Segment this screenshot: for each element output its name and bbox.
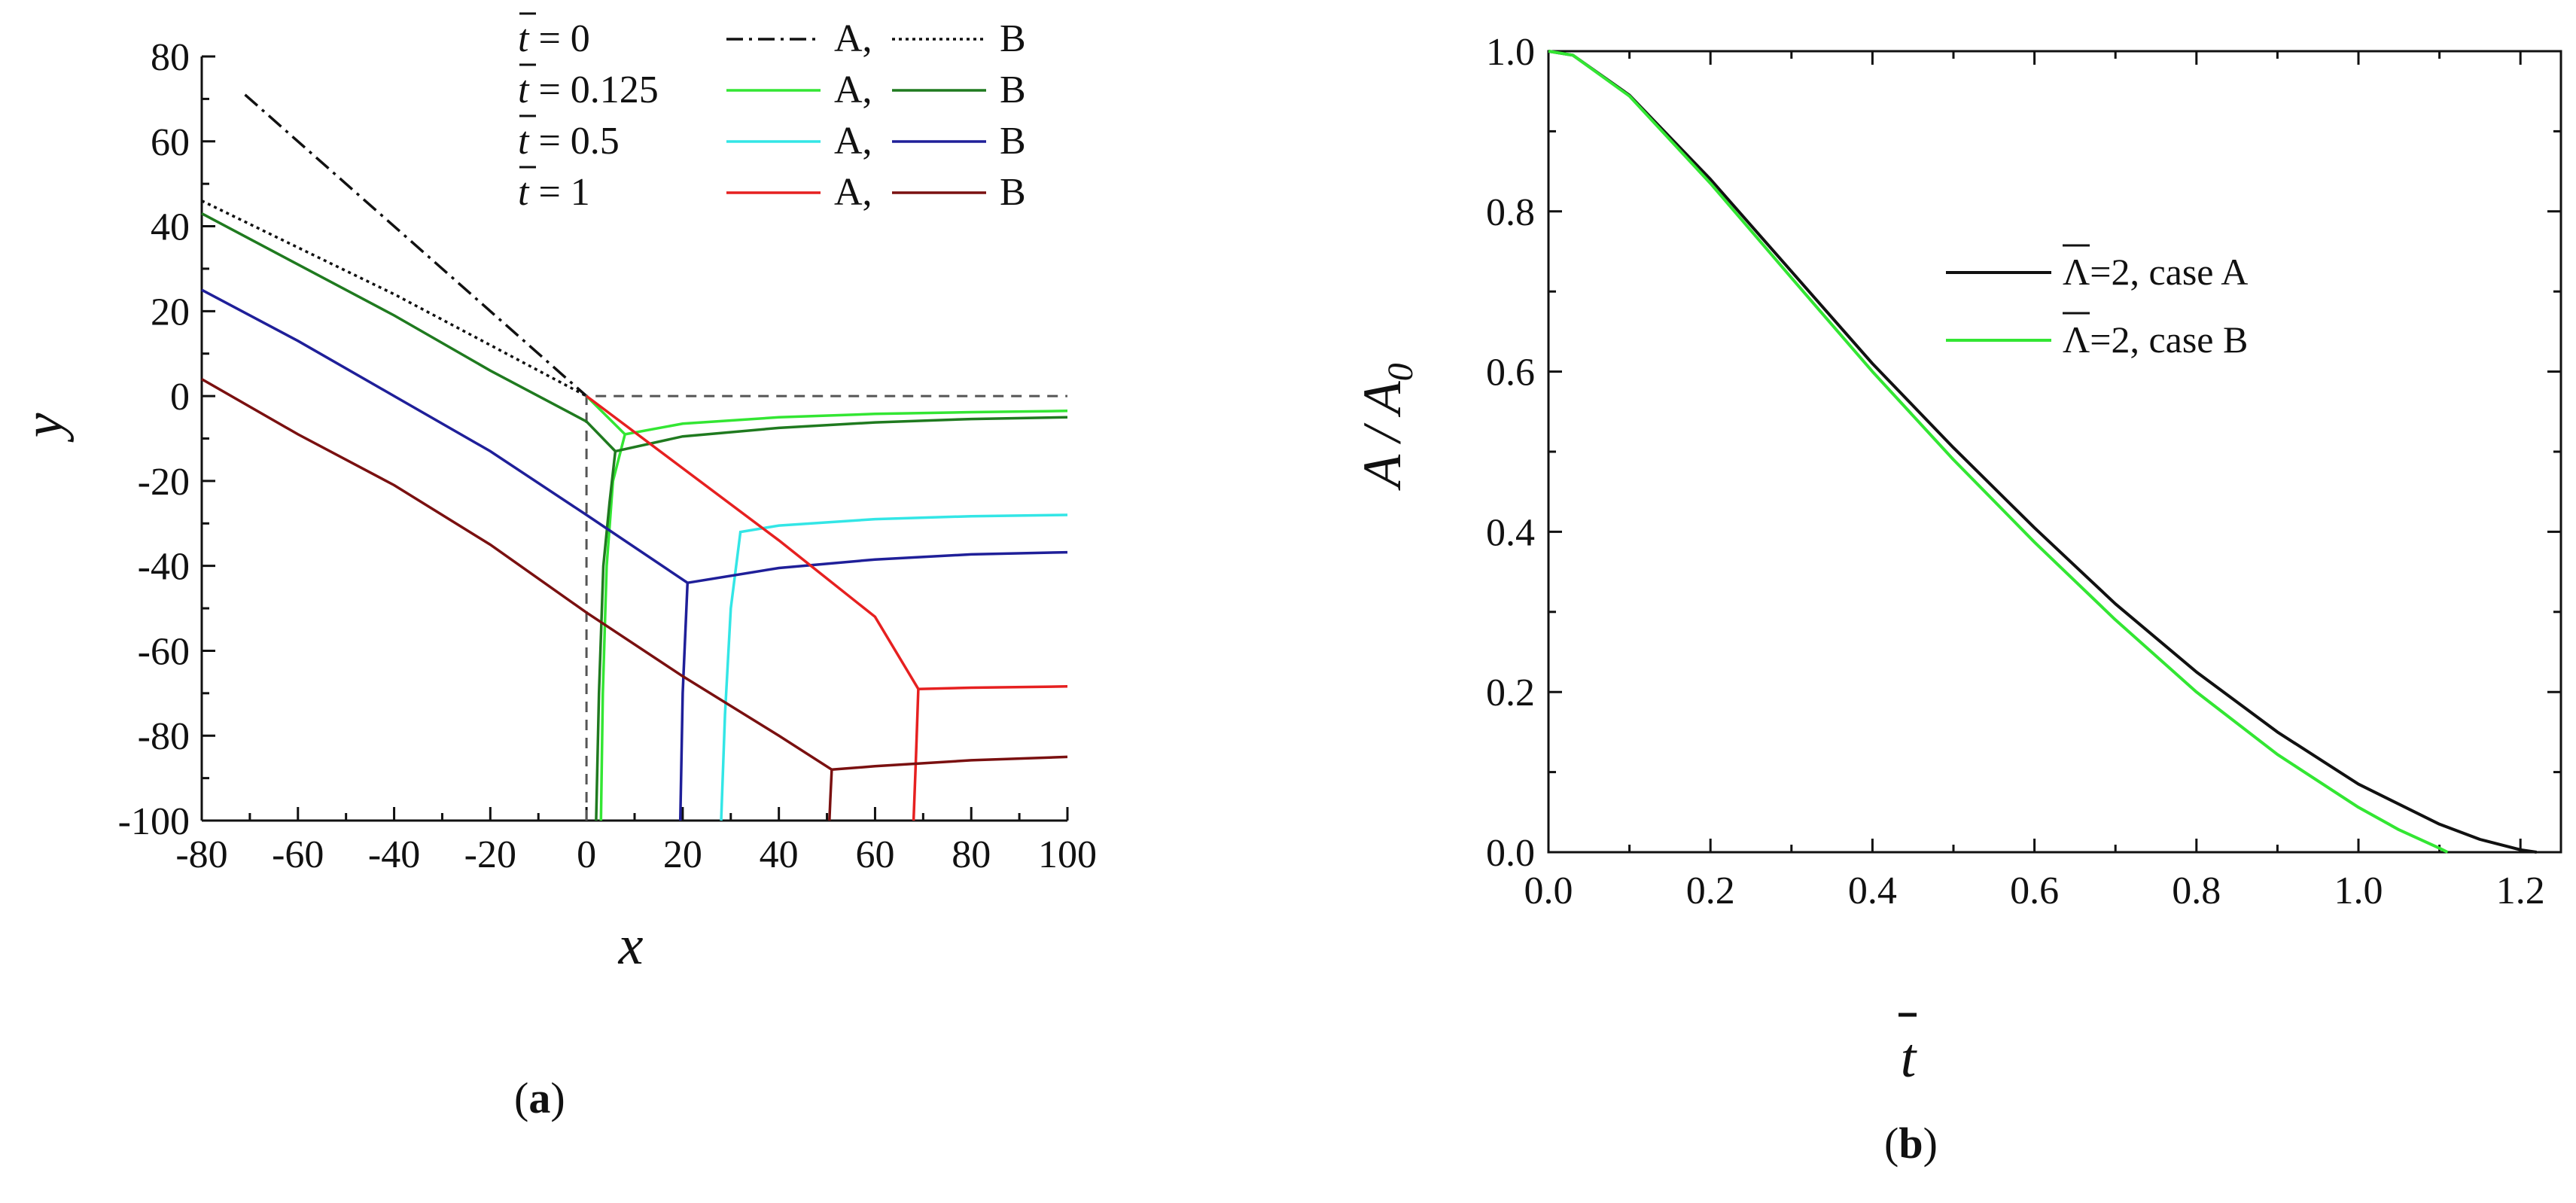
panel-a-legend-label-a: A, xyxy=(834,120,872,163)
panel-a-x-tick-label: 40 xyxy=(760,833,799,876)
panel-a-legend-time-label: t = 0.5 xyxy=(518,120,620,163)
panel-a-y-tick-label: 0 xyxy=(170,376,190,419)
panel-b-series-group xyxy=(1548,50,2537,854)
panel-a-legend-label-b: B xyxy=(1000,69,1026,111)
panel-a-x-tick-label: 60 xyxy=(855,833,894,876)
panel-b-legend-label: Λ=2, case B xyxy=(2063,318,2248,361)
panel-b-y-axis-label-subscript: 0 xyxy=(1381,363,1420,381)
panel-a-series-line xyxy=(201,212,1068,453)
panel-b-x-axis-label: t xyxy=(1899,1013,1918,1089)
panel-a-legend-time-label: t = 0 xyxy=(518,17,590,60)
panel-a-x-tick-label: 80 xyxy=(952,833,991,876)
panel-a-x-axis-label: x xyxy=(618,915,644,976)
panel-a-x-tick-label: -40 xyxy=(368,833,420,876)
panel-a-series-line xyxy=(586,394,920,821)
panel-a-series-line xyxy=(585,394,1067,821)
panel-a-series-group xyxy=(201,93,1068,821)
panel-a-series-line xyxy=(201,288,690,821)
panel-b-legend-label: Λ=2, case A xyxy=(2063,251,2248,293)
panel-b-y-tick-label: 1.0 xyxy=(1486,31,1535,74)
panel-b-label: (b) xyxy=(1884,1119,1938,1168)
panel-a-series-line xyxy=(599,410,1068,821)
panel-a-series-line xyxy=(244,93,588,397)
panel-a-y-tick-label: 60 xyxy=(151,121,190,164)
panel-a-legend: t = 0 A, Bt = 0.125 A, Bt = 0.5 A, Bt = 1 A, B xyxy=(518,12,1026,214)
panel-b-y-axis-label-main: A / A xyxy=(1352,380,1412,490)
panel-a-y-tick-label: 80 xyxy=(151,36,190,79)
panel-b-y-tick-label: 0.8 xyxy=(1486,191,1535,234)
panel-b-x-axis-label-text: t xyxy=(1901,1028,1918,1089)
panel-b-y-tick-label: 0.2 xyxy=(1486,672,1535,714)
panel-a-y-tick-label: -100 xyxy=(118,800,190,843)
panel-a-x-tick-label: 20 xyxy=(663,833,702,876)
panel-b-x-tick-label: 0.4 xyxy=(1848,870,1897,912)
panel-b-axes-group: 0.0 0.2 0.4 0.6 0.8 1.0 1.2 1.0 0.8 0.6 0.4 0.2 0.0 xyxy=(1486,31,2562,912)
panel-a-legend-label-b: B xyxy=(1000,17,1026,60)
panel-a-series-line xyxy=(918,685,1068,690)
panel-b-x-tick-label: 1.0 xyxy=(2334,870,2383,912)
panel-a-series-line xyxy=(595,451,617,821)
panel-a-x-tick-label: -20 xyxy=(464,833,516,876)
panel-a-y-tick-label: -40 xyxy=(138,546,190,589)
svg-text:A / A0: A / A0 xyxy=(1352,363,1420,490)
panel-b-label-letter: b xyxy=(1899,1119,1923,1168)
panel-b-legend: Λ=2, case A Λ=2, case B xyxy=(1946,244,2248,361)
panel-a-series-line xyxy=(201,199,587,397)
panel-a-legend-label-a: A, xyxy=(834,69,872,111)
panel-b-x-tick-label: 1.2 xyxy=(2496,870,2545,912)
panel-a-legend-time-label: t = 1 xyxy=(518,171,590,214)
panel-b-x-tick-label: 0.0 xyxy=(1524,870,1573,912)
panel-a-series-line xyxy=(687,550,1068,584)
panel-a-chart: -80 -60 -40 -20 0 20 40 60 80 100 80 60 40 20 0 -20 -40 -… xyxy=(13,12,1097,976)
panel-a-label: (a) xyxy=(514,1074,565,1122)
panel-a-y-tick-label: 40 xyxy=(151,206,190,249)
panel-b-x-tick-label: 0.2 xyxy=(1686,870,1735,912)
panel-a-y-tick-label: -80 xyxy=(138,715,190,758)
panel-b-x-tick-label: 0.6 xyxy=(2010,870,2059,912)
panel-a-legend-label-b: B xyxy=(1000,171,1026,214)
panel-a-legend-time-label: t = 0.125 xyxy=(518,69,659,111)
panel-a-label-letter: a xyxy=(528,1074,551,1122)
panel-a-y-tick-label: -60 xyxy=(138,630,190,673)
panel-b-y-axis-label: A / A0 xyxy=(1352,363,1420,490)
panel-b-chart: 0.0 0.2 0.4 0.6 0.8 1.0 1.2 1.0 0.8 0.6 0.4 0.20.0 … xyxy=(1352,31,2562,1089)
panel-b-x-tick-label: 0.8 xyxy=(2172,870,2221,912)
panel-a-y-axis-label: y xyxy=(13,413,75,443)
panel-b-y-tick-label: 0.4 xyxy=(1486,511,1535,554)
panel-a-x-tick-label: 0 xyxy=(577,833,596,876)
panel-a-series-line xyxy=(831,755,1068,772)
panel-b-series-line xyxy=(1548,50,2537,854)
panel-a-y-tick-label: 20 xyxy=(151,291,190,333)
panel-a-axes-group: -80 -60 -40 -20 0 20 40 60 80 100 80 60 40 20 0 -20 -40 -… xyxy=(118,36,1097,876)
panel-a-y-tick-label: -20 xyxy=(138,461,190,504)
panel-a-legend-label-b: B xyxy=(1000,120,1026,163)
panel-a-series-line xyxy=(201,378,833,821)
panel-a-x-tick-label: -60 xyxy=(272,833,324,876)
panel-a-series-line xyxy=(720,513,1068,821)
panel-b-series-line xyxy=(1548,50,2449,854)
panel-b-y-tick-label: 0.0 xyxy=(1486,832,1535,875)
panel-a-legend-label-a: A, xyxy=(834,171,872,214)
panel-a-legend-label-a: A, xyxy=(834,17,872,60)
panel-b-y-tick-label: 0.6 xyxy=(1486,352,1535,394)
panel-a-x-tick-label: 100 xyxy=(1038,833,1097,876)
panel-a-x-tick-label: -80 xyxy=(175,833,227,876)
